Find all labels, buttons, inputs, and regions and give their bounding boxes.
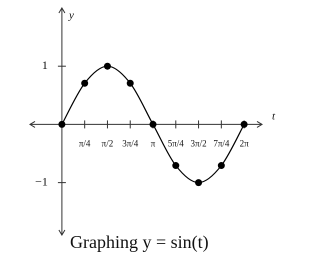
x-tick-label: π <box>151 138 156 148</box>
y-axis-label: y <box>68 10 74 22</box>
x-axis-label: t <box>272 111 276 123</box>
x-tick-label: π/4 <box>79 138 91 148</box>
y-tick-label: 1 <box>42 58 48 72</box>
x-tick-label: π/2 <box>102 138 114 148</box>
x-tick-label: 3π/2 <box>191 138 207 148</box>
arrow <box>256 120 263 128</box>
point <box>81 79 89 87</box>
chart: Graphing y = sin(t) t y π/4 π/2 3π/4 π 5π/4 3… <box>29 7 276 253</box>
arrow <box>29 120 36 128</box>
point <box>195 179 203 187</box>
point <box>240 120 248 128</box>
chart-title: Graphing y = sin(t) <box>70 232 209 253</box>
point <box>217 162 225 170</box>
x-tick-label: 7π/4 <box>213 138 230 148</box>
arrow <box>58 7 66 14</box>
point <box>149 120 157 128</box>
point <box>103 62 111 70</box>
y-tick-label: −1 <box>35 174 48 188</box>
x-tick-label: 2π <box>240 138 250 148</box>
point <box>172 162 180 170</box>
point <box>126 79 134 87</box>
point <box>58 120 66 128</box>
x-tick-label: 3π/4 <box>122 138 139 148</box>
x-tick-label: 5π/4 <box>168 138 185 148</box>
arrow <box>58 229 66 236</box>
